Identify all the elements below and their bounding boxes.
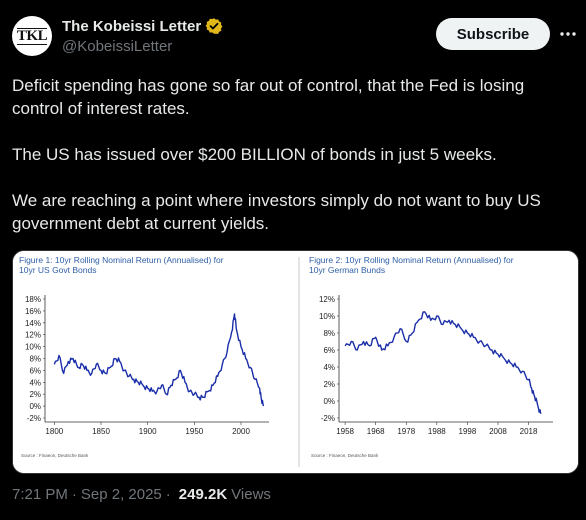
y-tick-label: 10%	[319, 312, 335, 321]
meta-separator: ·	[71, 486, 77, 503]
x-tick-label: 1988	[428, 427, 446, 436]
series-line	[53, 313, 265, 407]
meta-separator: ·	[165, 486, 171, 503]
x-tick-label: 1978	[397, 427, 415, 436]
y-tick-label: 4%	[323, 363, 335, 372]
charts-figure: Figure 1: 10yr Rolling Nominal Return (A…	[13, 251, 578, 473]
x-tick-label: 1900	[139, 427, 157, 436]
views-label: Views	[231, 486, 271, 503]
y-tick-label: 2%	[323, 380, 335, 389]
chart-us-bonds: Figure 1: 10yr Rolling Nominal Return (A…	[19, 255, 269, 458]
tweet-date[interactable]: Sep 2, 2025	[80, 486, 162, 503]
x-tick-label: 1850	[92, 427, 110, 436]
y-tick-label: 18%	[25, 295, 41, 304]
verified-badge-icon	[205, 18, 223, 34]
x-tick-label: 1998	[459, 427, 477, 436]
chart-source: Source : Finaeon, Deutsche Bank	[311, 453, 379, 458]
chart-title: 10yr US Govt Bonds	[19, 265, 96, 275]
y-tick-label: 8%	[29, 355, 41, 364]
chart-title: 10yr German Bunds	[309, 265, 385, 275]
y-tick-label: 0%	[29, 402, 41, 411]
more-options-icon[interactable]	[558, 24, 578, 44]
x-tick-label: 2018	[520, 427, 538, 436]
y-tick-label: 12%	[25, 331, 41, 340]
chart-german-bunds: Figure 2: 10yr Rolling Nominal Return (A…	[309, 255, 553, 458]
x-tick-label: 1950	[185, 427, 203, 436]
subscribe-button[interactable]: Subscribe	[436, 18, 550, 50]
avatar-logo-text: TKL	[16, 27, 48, 45]
tweet-time[interactable]: 7:21 PM	[12, 486, 68, 503]
tweet-paragraph: Deficit spending has gone so far out of …	[12, 76, 525, 118]
tweet-paragraph: We are reaching a point where investors …	[12, 191, 541, 233]
tweet-paragraph: The US has issued over $200 BILLION of b…	[12, 145, 497, 164]
y-tick-label: 10%	[25, 343, 41, 352]
y-tick-label: 12%	[319, 295, 335, 304]
y-tick-label: 14%	[25, 319, 41, 328]
tweet-meta: 7:21 PM · Sep 2, 2025 · 249.2K Views	[12, 486, 271, 503]
tweet-text: Deficit spending has gone so far out of …	[12, 74, 572, 258]
tweet-media-image[interactable]: Figure 1: 10yr Rolling Nominal Return (A…	[12, 250, 579, 474]
chart-source: Source : Finaeon, Deutsche Bank	[21, 453, 89, 458]
x-tick-label: 1958	[336, 427, 354, 436]
chart-title: Figure 1: 10yr Rolling Nominal Return (A…	[19, 255, 224, 265]
avatar[interactable]: TKL	[12, 16, 52, 56]
x-tick-label: 1800	[45, 427, 63, 436]
y-tick-label: 2%	[29, 390, 41, 399]
y-tick-label: -2%	[321, 414, 335, 423]
y-tick-label: 4%	[29, 378, 41, 387]
x-tick-label: 2008	[489, 427, 507, 436]
y-tick-label: 6%	[29, 366, 41, 375]
views-count: 249.2K	[178, 486, 228, 503]
y-tick-label: 0%	[323, 397, 335, 406]
chart-title: Figure 2: 10yr Rolling Nominal Return (A…	[309, 255, 514, 265]
y-tick-label: -2%	[27, 414, 41, 423]
y-tick-label: 16%	[25, 307, 41, 316]
y-tick-label: 8%	[323, 329, 335, 338]
y-tick-label: 6%	[323, 346, 335, 355]
top-edge	[0, 0, 586, 8]
x-tick-label: 2000	[232, 427, 250, 436]
author-name[interactable]: The Kobeissi Letter	[62, 17, 202, 35]
author-name-row: The Kobeissi Letter	[62, 17, 223, 35]
x-tick-label: 1968	[367, 427, 385, 436]
series-line	[344, 311, 542, 414]
author-handle[interactable]: @KobeissiLetter	[62, 38, 173, 55]
